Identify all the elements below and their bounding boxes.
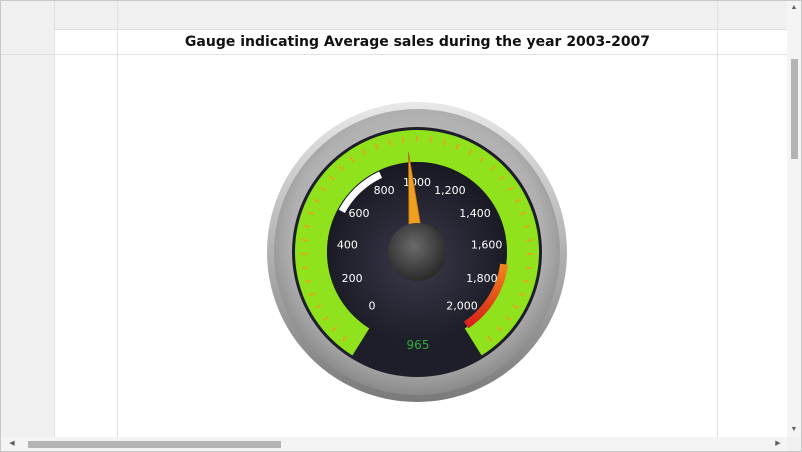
gauge-ticks [301, 136, 533, 342]
tick-mark [526, 239, 533, 242]
tick-mark [313, 198, 320, 203]
tick-mark [479, 156, 485, 163]
scale-label: 1,400 [459, 207, 491, 220]
vertical-scrollbar[interactable]: ▲ ▼ [787, 1, 801, 437]
scroll-down-arrow-icon[interactable]: ▼ [790, 426, 798, 433]
gauge-range-band [338, 171, 509, 329]
scale-label: 600 [348, 207, 369, 220]
tick-mark [490, 165, 496, 171]
scale-label: 800 [374, 184, 395, 197]
tick-mark [309, 292, 316, 297]
grid-line [117, 1, 118, 437]
white-range-arc [338, 171, 383, 213]
tick-mark [338, 165, 344, 171]
scale-label: 1,200 [434, 184, 466, 197]
gauge-value-label: 965 [407, 338, 430, 352]
tick-mark [467, 149, 473, 156]
tick-mark [388, 139, 392, 146]
gauge-title: Gauge indicating Average sales during th… [184, 34, 651, 50]
tick-mark [455, 143, 460, 150]
tick-mark [520, 211, 527, 216]
scroll-left-arrow-icon[interactable]: ◀ [9, 440, 15, 447]
scale-label: 1,800 [466, 272, 498, 285]
tick-mark [524, 225, 531, 228]
scale-label: 0 [369, 300, 376, 313]
vertical-scroll-thumb[interactable] [791, 59, 798, 159]
tick-mark [303, 225, 310, 228]
tick-mark [322, 316, 329, 321]
scale-label: 200 [342, 272, 363, 285]
tick-mark [402, 136, 405, 143]
tick-mark [304, 279, 311, 283]
scroll-up-arrow-icon[interactable]: ▲ [790, 4, 798, 11]
tick-mark [518, 292, 525, 297]
tick-mark [307, 211, 314, 216]
tick-mark [442, 139, 446, 146]
scrollbar-corner [787, 437, 801, 451]
tick-mark [320, 186, 327, 192]
tick-mark [429, 136, 432, 143]
gauge-hub [388, 223, 446, 281]
tick-mark [525, 266, 532, 269]
scale-label: 1000 [403, 176, 431, 189]
tick-mark [496, 326, 503, 332]
grid-line [1, 54, 789, 55]
tick-mark [328, 175, 335, 181]
scale-label: 1,600 [471, 239, 503, 252]
tick-mark [374, 143, 379, 150]
tick-mark [487, 335, 493, 342]
tick-mark [507, 186, 514, 192]
tick-mark [514, 198, 521, 203]
scale-label: 2,000 [446, 300, 478, 313]
tick-mark [341, 335, 347, 342]
scale-label: 400 [337, 239, 358, 252]
tick-mark [499, 175, 506, 181]
grid-line [717, 1, 718, 437]
scroll-right-arrow-icon[interactable]: ▶ [775, 440, 781, 447]
tick-mark [331, 326, 338, 332]
tick-mark [512, 304, 519, 309]
tick-mark [302, 266, 309, 269]
column-header-row [1, 1, 789, 30]
tick-mark [349, 156, 355, 163]
tick-mark [315, 304, 322, 309]
tick-mark [523, 279, 530, 283]
tick-mark [361, 149, 367, 156]
tick-mark [505, 316, 512, 321]
row-header-column [1, 1, 55, 437]
horizontal-scrollbar[interactable]: ◀ ▶ [1, 437, 789, 451]
red-range-arc [463, 263, 509, 329]
horizontal-scroll-thumb[interactable] [28, 441, 281, 448]
tick-mark [301, 239, 308, 242]
